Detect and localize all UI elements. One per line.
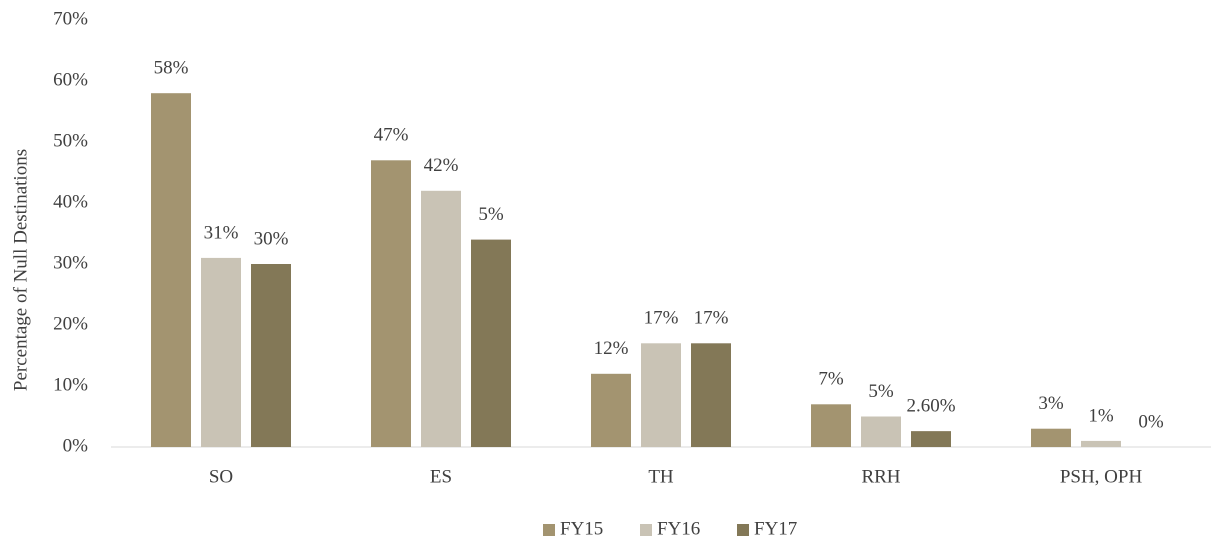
y-tick-label: 40% xyxy=(53,191,88,212)
y-tick-label: 20% xyxy=(53,313,88,334)
legend-label: FY15 xyxy=(560,518,603,539)
x-tick-label: ES xyxy=(430,466,452,487)
data-label: 5% xyxy=(868,381,894,402)
y-tick-label: 70% xyxy=(53,8,88,29)
bar xyxy=(471,239,511,447)
y-axis-label: Percentage of Null Destinations xyxy=(10,149,31,391)
legend-label: FY17 xyxy=(754,518,797,539)
legend-swatch xyxy=(543,524,555,536)
y-tick-label: 10% xyxy=(53,374,88,395)
data-label: 7% xyxy=(818,369,844,390)
data-label: 30% xyxy=(254,228,289,249)
data-label: 31% xyxy=(204,222,239,243)
data-label: 17% xyxy=(694,308,729,329)
data-label: 47% xyxy=(374,125,409,146)
bar xyxy=(151,93,191,447)
bar xyxy=(641,343,681,447)
data-label: 42% xyxy=(424,155,459,176)
legend-swatch xyxy=(640,524,652,536)
x-tick-label: SO xyxy=(209,466,233,487)
bar xyxy=(371,160,411,448)
bar xyxy=(911,431,951,447)
data-label: 12% xyxy=(594,338,629,359)
y-tick-label: 30% xyxy=(53,252,88,273)
data-label: 58% xyxy=(154,58,189,79)
x-tick-label: PSH, OPH xyxy=(1060,466,1143,487)
bar xyxy=(811,404,851,447)
x-tick-label: RRH xyxy=(861,466,900,487)
bar xyxy=(201,257,241,447)
data-label: 3% xyxy=(1038,393,1064,414)
legend-label: FY16 xyxy=(657,518,700,539)
bar xyxy=(421,190,461,448)
data-label: 5% xyxy=(478,204,504,225)
y-tick-label: 60% xyxy=(53,69,88,90)
y-tick-label: 0% xyxy=(63,435,89,456)
data-label: 0% xyxy=(1138,411,1164,432)
x-tick-label: TH xyxy=(648,466,674,487)
bar xyxy=(861,416,901,447)
bar xyxy=(1081,440,1121,447)
data-label: 2.60% xyxy=(906,395,955,416)
data-label: 17% xyxy=(644,308,679,329)
y-tick-label: 50% xyxy=(53,130,88,151)
data-label: 1% xyxy=(1088,405,1114,426)
bar xyxy=(251,264,291,447)
legend-swatch xyxy=(737,524,749,536)
bar xyxy=(591,373,631,447)
bar xyxy=(691,343,731,447)
bar xyxy=(1031,428,1071,447)
